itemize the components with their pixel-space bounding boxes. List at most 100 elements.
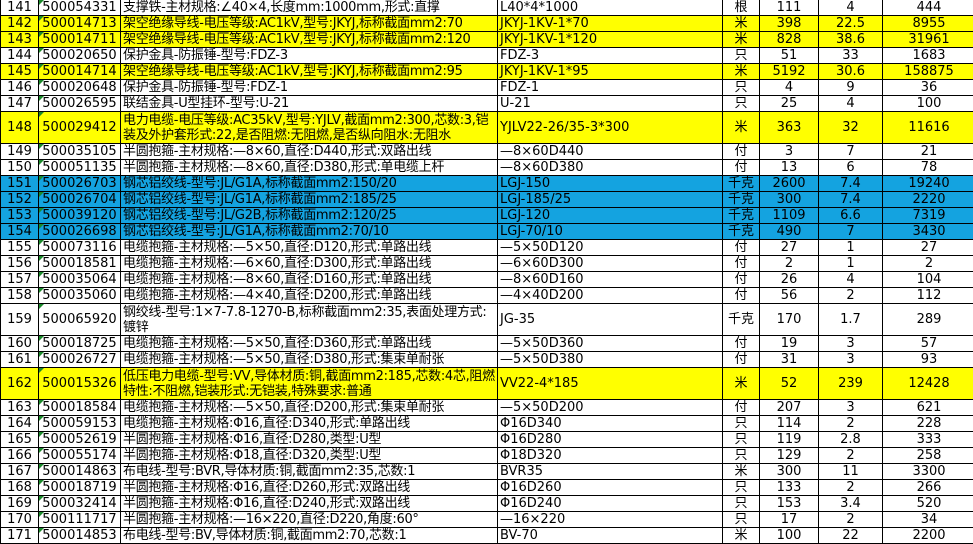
cell-description[interactable]: 钢芯铝绞线-型号:JL/G1A,标称截面mm2:150/20 <box>121 176 498 192</box>
cell-unit-price[interactable]: 7.4 <box>819 176 883 192</box>
cell-row-number[interactable]: 148 <box>1 112 39 144</box>
cell-quantity[interactable]: 17 <box>760 512 819 528</box>
cell-material-code[interactable]: 500018719 <box>39 480 121 496</box>
cell-unit-price[interactable]: 7 <box>819 144 883 160</box>
cell-row-number[interactable]: 170 <box>1 512 39 528</box>
cell-spec[interactable]: JKYJ-1KV-1*70 <box>498 16 723 32</box>
cell-total[interactable]: 621 <box>883 400 973 416</box>
cell-total[interactable]: 57 <box>883 336 973 352</box>
cell-unit-price[interactable]: 30.6 <box>819 64 883 80</box>
cell-quantity[interactable]: 2600 <box>760 176 819 192</box>
cell-total[interactable]: 258 <box>883 448 973 464</box>
cell-total[interactable]: 3430 <box>883 224 973 240</box>
cell-row-number[interactable]: 150 <box>1 160 39 176</box>
cell-material-code[interactable]: 500035105 <box>39 144 121 160</box>
cell-quantity[interactable]: 490 <box>760 224 819 240</box>
cell-total[interactable]: 19240 <box>883 176 973 192</box>
cell-quantity[interactable]: 114 <box>760 416 819 432</box>
cell-total[interactable]: 2200 <box>883 528 973 544</box>
cell-material-code[interactable]: 500111717 <box>39 512 121 528</box>
cell-unit[interactable]: 米 <box>723 528 760 544</box>
cell-description[interactable]: 架空绝缘导线-电压等级:AC1kV,型号:JKYJ,标称截面mm2:120 <box>121 32 498 48</box>
cell-row-number[interactable]: 143 <box>1 32 39 48</box>
cell-material-code[interactable]: 500014714 <box>39 64 121 80</box>
cell-row-number[interactable]: 171 <box>1 528 39 544</box>
cell-description[interactable]: 半圆抱箍-主材规格:—8×60,直径:D440,形式:双路出线 <box>121 144 498 160</box>
cell-description[interactable]: 架空绝缘导线-电压等级:AC1kV,型号:JKYJ,标称截面mm2:95 <box>121 64 498 80</box>
cell-quantity[interactable]: 5192 <box>760 64 819 80</box>
cell-total[interactable]: 104 <box>883 272 973 288</box>
cell-unit[interactable]: 付 <box>723 336 760 352</box>
cell-spec[interactable]: Φ16D340 <box>498 416 723 432</box>
cell-row-number[interactable]: 146 <box>1 80 39 96</box>
cell-total[interactable]: 266 <box>883 480 973 496</box>
cell-quantity[interactable]: 27 <box>760 240 819 256</box>
cell-material-code[interactable]: 500065920 <box>39 304 121 336</box>
cell-unit[interactable]: 只 <box>723 432 760 448</box>
cell-row-number[interactable]: 164 <box>1 416 39 432</box>
cell-quantity[interactable]: 2 <box>760 256 819 272</box>
cell-description[interactable]: 电缆抱箍-主材规格:—5×50,直径:D360,形式:单路出线 <box>121 336 498 352</box>
cell-unit-price[interactable]: 2 <box>819 448 883 464</box>
cell-unit-price[interactable]: 22 <box>819 528 883 544</box>
cell-total[interactable]: 78 <box>883 160 973 176</box>
cell-total[interactable]: 112 <box>883 288 973 304</box>
cell-unit-price[interactable]: 1.7 <box>819 304 883 336</box>
cell-total[interactable]: 3300 <box>883 464 973 480</box>
cell-row-number[interactable]: 157 <box>1 272 39 288</box>
cell-unit[interactable]: 千克 <box>723 208 760 224</box>
cell-description[interactable]: 半圆抱箍-主材规格:Φ16,直径:D280,类型:U型 <box>121 432 498 448</box>
cell-spec[interactable]: —8×60D440 <box>498 144 723 160</box>
cell-spec[interactable]: —5×50D200 <box>498 400 723 416</box>
cell-unit[interactable]: 付 <box>723 352 760 368</box>
cell-total[interactable]: 333 <box>883 432 973 448</box>
cell-quantity[interactable]: 56 <box>760 288 819 304</box>
cell-quantity[interactable]: 100 <box>760 528 819 544</box>
cell-description[interactable]: 半圆抱箍-主材规格:Φ16,直径:D240,形式:双路出线 <box>121 496 498 512</box>
cell-description[interactable]: 电缆抱箍-主材规格:—6×60,直径:D300,形式:单路出线 <box>121 256 498 272</box>
cell-spec[interactable]: BVR35 <box>498 464 723 480</box>
cell-quantity[interactable]: 170 <box>760 304 819 336</box>
cell-spec[interactable]: Φ16D260 <box>498 480 723 496</box>
cell-material-code[interactable]: 500018584 <box>39 400 121 416</box>
cell-material-code[interactable]: 500073116 <box>39 240 121 256</box>
cell-unit-price[interactable]: 7.4 <box>819 192 883 208</box>
cell-unit-price[interactable]: 9 <box>819 80 883 96</box>
cell-description[interactable]: 低压电力电缆-型号:VV,导体材质:铜,截面mm2:185,芯数:4芯,阻燃特性… <box>121 368 498 400</box>
cell-spec[interactable]: LGJ-150 <box>498 176 723 192</box>
cell-total[interactable]: 34 <box>883 512 973 528</box>
cell-spec[interactable]: Φ16D280 <box>498 432 723 448</box>
cell-quantity[interactable]: 51 <box>760 48 819 64</box>
cell-total[interactable]: 100 <box>883 96 973 112</box>
cell-quantity[interactable]: 3 <box>760 144 819 160</box>
cell-unit[interactable]: 付 <box>723 272 760 288</box>
cell-material-code[interactable]: 500026698 <box>39 224 121 240</box>
cell-row-number[interactable]: 159 <box>1 304 39 336</box>
cell-unit-price[interactable]: 3 <box>819 352 883 368</box>
cell-row-number[interactable]: 145 <box>1 64 39 80</box>
cell-material-code[interactable]: 500026704 <box>39 192 121 208</box>
cell-description[interactable]: 电缆抱箍-主材规格:—5×50,直径:D200,形式:集束单耐张 <box>121 400 498 416</box>
cell-material-code[interactable]: 500051135 <box>39 160 121 176</box>
cell-unit-price[interactable]: 33 <box>819 48 883 64</box>
cell-unit[interactable]: 千克 <box>723 176 760 192</box>
cell-description[interactable]: 电缆抱箍-主材规格:—4×40,直径:D200,形式:单路出线 <box>121 288 498 304</box>
cell-row-number[interactable]: 144 <box>1 48 39 64</box>
cell-row-number[interactable]: 169 <box>1 496 39 512</box>
cell-quantity[interactable]: 1109 <box>760 208 819 224</box>
cell-row-number[interactable]: 153 <box>1 208 39 224</box>
cell-unit-price[interactable]: 3.4 <box>819 496 883 512</box>
cell-unit-price[interactable]: 7 <box>819 224 883 240</box>
cell-unit-price[interactable]: 3 <box>819 336 883 352</box>
cell-unit-price[interactable]: 2 <box>819 288 883 304</box>
cell-material-code[interactable]: 500014711 <box>39 32 121 48</box>
cell-quantity[interactable]: 300 <box>760 464 819 480</box>
cell-row-number[interactable]: 152 <box>1 192 39 208</box>
cell-quantity[interactable]: 4 <box>760 80 819 96</box>
cell-quantity[interactable]: 119 <box>760 432 819 448</box>
cell-material-code[interactable]: 500052619 <box>39 432 121 448</box>
cell-row-number[interactable]: 167 <box>1 464 39 480</box>
cell-spec[interactable]: —5×50D380 <box>498 352 723 368</box>
cell-row-number[interactable]: 163 <box>1 400 39 416</box>
cell-description[interactable]: 电力电缆-电压等级:AC35kV,型号:YJLV,截面mm2:300,芯数:3,… <box>121 112 498 144</box>
